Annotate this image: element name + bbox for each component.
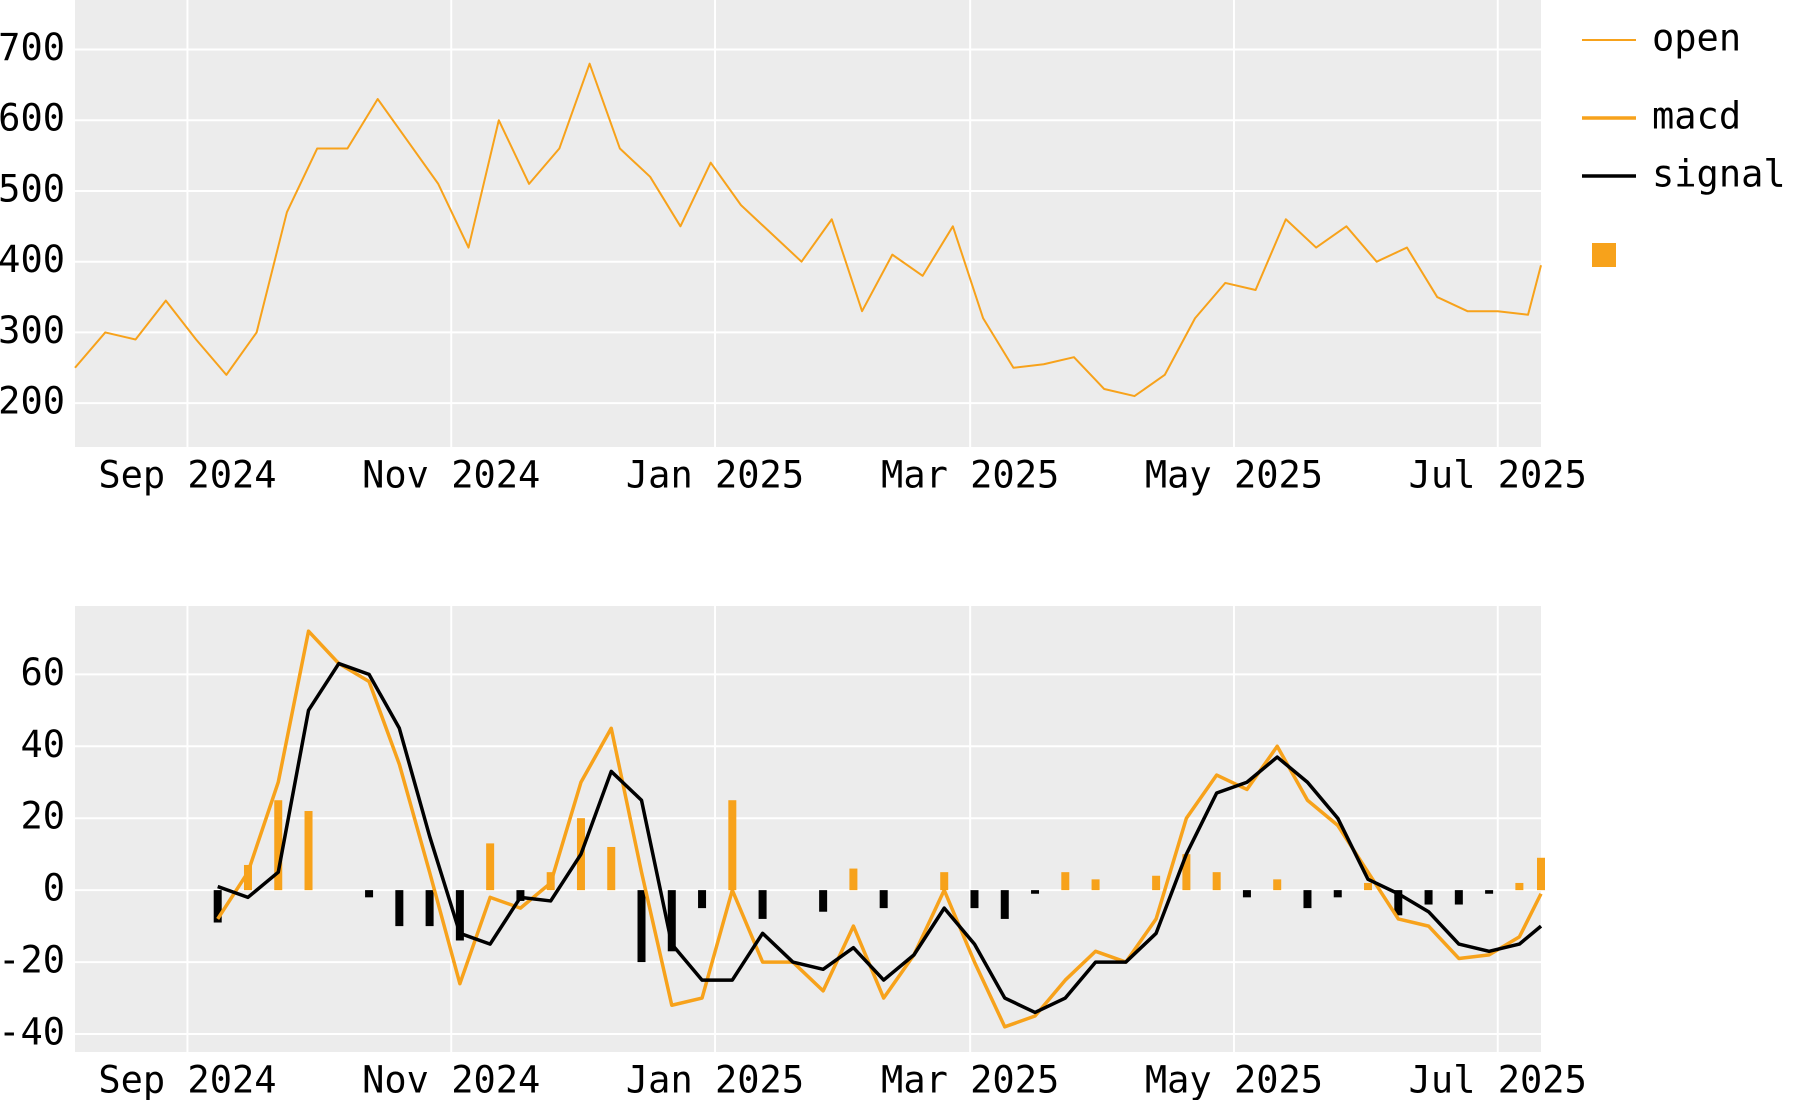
histogram-bar [879, 890, 888, 909]
y-tick-label: 400 [0, 238, 65, 281]
y-tick-label: 40 [20, 723, 65, 766]
histogram-bar [1394, 890, 1403, 916]
histogram-bar [486, 843, 495, 891]
histogram-bar [849, 868, 858, 891]
histogram-bar [274, 800, 283, 891]
x-tick-label: Jul 2025 [1409, 454, 1587, 497]
histogram-bar [1333, 890, 1342, 898]
histogram-bar [1364, 882, 1373, 891]
x-tick-label: Jul 2025 [1409, 1059, 1587, 1100]
y-tick-label: 500 [0, 167, 65, 210]
y-tick-label: 300 [0, 309, 65, 352]
histogram-bar [1031, 890, 1040, 894]
y-tick-label: 600 [0, 97, 65, 140]
histogram-bar [607, 846, 616, 891]
histogram-bar [1424, 890, 1433, 905]
histogram-bar [758, 890, 767, 919]
histogram-bar [1061, 872, 1070, 891]
histogram-bar [970, 890, 979, 909]
histogram-bar [1091, 879, 1100, 891]
histogram-bar [667, 890, 676, 952]
x-tick-label: Sep 2024 [98, 454, 276, 497]
plot-background [75, 606, 1541, 1052]
x-tick-label: May 2025 [1145, 454, 1323, 497]
histogram-bar [243, 864, 252, 891]
histogram-bar [1537, 857, 1545, 891]
histogram-bar [304, 811, 313, 891]
histogram-bar [395, 890, 404, 927]
legend-label: signal [1652, 153, 1786, 196]
line-series [216, 629, 1543, 1029]
histogram-bar [213, 890, 222, 923]
histogram-bar [1454, 890, 1463, 905]
x-tick-label: Nov 2024 [362, 454, 540, 497]
histogram-bar [365, 890, 374, 898]
histogram-bar [1000, 890, 1009, 919]
legend-label: open [1652, 17, 1741, 60]
histogram-bar [1182, 854, 1191, 891]
histogram-bar [698, 890, 707, 909]
y-tick-label: 700 [0, 26, 65, 69]
histogram-bar [1485, 890, 1494, 894]
histogram-bar [1303, 890, 1312, 909]
x-tick-label: Mar 2025 [881, 454, 1059, 497]
y-tick-label: 60 [20, 651, 65, 694]
y-tick-label: 0 [43, 867, 65, 910]
histogram-bar [1515, 882, 1524, 891]
line-series [217, 661, 1543, 1015]
x-tick-label: Jan 2025 [626, 454, 804, 497]
histogram-bar [819, 890, 828, 912]
x-tick-label: May 2025 [1145, 1059, 1323, 1100]
histogram-bar [940, 872, 949, 891]
histogram-bar [425, 890, 434, 927]
histogram-bar [455, 890, 464, 941]
x-tick-label: Mar 2025 [881, 1059, 1059, 1100]
histogram-bar [1152, 875, 1161, 891]
x-tick-label: Sep 2024 [98, 1059, 276, 1100]
histogram-bar [1242, 890, 1251, 898]
y-tick-label: -40 [0, 1011, 65, 1054]
y-tick-label: 200 [0, 380, 65, 423]
legend-swatch [1592, 243, 1616, 267]
histogram-bar [637, 890, 646, 963]
x-tick-label: Jan 2025 [626, 1059, 804, 1100]
histogram-bar [728, 800, 737, 891]
histogram-bar [516, 890, 525, 901]
legend-label: macd [1652, 95, 1741, 138]
histogram-bar [1212, 872, 1221, 891]
y-tick-label: -20 [0, 939, 65, 982]
x-tick-label: Nov 2024 [362, 1059, 540, 1100]
plot-background [75, 0, 1541, 447]
line-series [74, 62, 1542, 398]
y-tick-label: 20 [20, 795, 65, 838]
histogram-bar [1273, 879, 1282, 891]
